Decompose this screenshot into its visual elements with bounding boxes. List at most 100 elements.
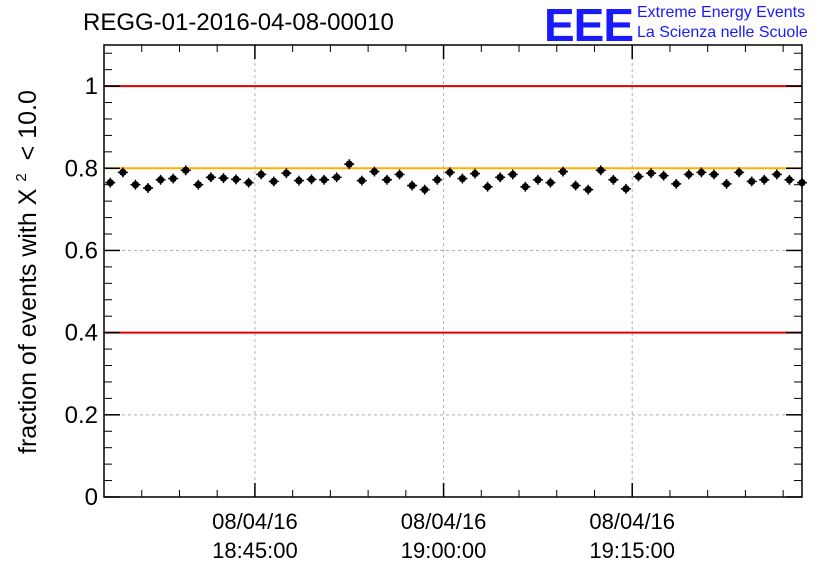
x-tick-time-label: 19:15:00 — [589, 538, 675, 563]
point-marker — [370, 167, 378, 176]
point-marker — [458, 174, 467, 183]
logo-line-1: Extreme Energy Events — [637, 4, 806, 21]
data-point — [759, 174, 770, 185]
y-tick-label: 0.2 — [65, 402, 98, 429]
logo-line-2: La Scienza nelle Scuole — [637, 24, 808, 41]
point-marker — [257, 170, 265, 179]
y-tick-label: 1 — [85, 73, 98, 100]
data-points — [105, 159, 808, 195]
logo-caption: Extreme Energy Events La Scienza nelle S… — [637, 3, 808, 43]
data-point — [457, 173, 468, 184]
point-marker — [144, 184, 152, 192]
x-tick-date-label: 08/04/16 — [212, 509, 298, 534]
point-marker — [710, 170, 718, 179]
reference-lines — [104, 85, 802, 334]
data-point — [570, 180, 581, 191]
point-marker — [282, 169, 290, 177]
data-point — [708, 169, 719, 180]
x-tick-date-label: 08/04/16 — [401, 509, 487, 534]
data-point — [432, 174, 443, 185]
point-marker — [446, 168, 454, 176]
data-point — [507, 169, 518, 180]
data-point — [381, 174, 393, 185]
point-marker — [345, 160, 353, 168]
data-point — [256, 169, 267, 180]
point-marker — [672, 180, 680, 188]
data-point — [469, 168, 481, 179]
point-marker — [572, 181, 580, 190]
point-marker — [609, 176, 617, 184]
data-point — [180, 165, 191, 176]
data-point — [721, 178, 732, 189]
x-tick-date-label: 08/04/16 — [589, 509, 675, 534]
point-marker — [773, 170, 781, 179]
data-point — [620, 183, 631, 194]
point-marker — [245, 179, 253, 187]
point-marker — [219, 174, 228, 182]
data-point — [105, 177, 116, 188]
point-marker — [546, 179, 555, 187]
y-axis-label: fraction of events with X 2 < 10.0 — [4, 90, 42, 454]
point-marker — [194, 181, 202, 189]
data-point — [168, 173, 179, 184]
point-marker — [169, 174, 177, 183]
data-point — [193, 179, 204, 190]
data-point — [696, 167, 707, 178]
data-point — [633, 171, 644, 182]
point-marker — [295, 177, 303, 185]
data-point — [205, 172, 216, 183]
eee-logo: EEE — [544, 0, 634, 51]
point-marker — [131, 181, 140, 189]
data-point — [545, 177, 556, 188]
y-tick-label: 0.8 — [65, 155, 98, 182]
data-point — [407, 180, 418, 191]
data-point — [558, 166, 569, 177]
data-point — [608, 174, 619, 185]
data-point — [595, 165, 606, 176]
point-marker — [534, 176, 542, 184]
point-marker — [471, 170, 479, 178]
y-tick-label: 0.4 — [65, 320, 98, 347]
point-marker — [509, 170, 517, 179]
y-tick-label: 0.6 — [65, 237, 98, 264]
point-marker — [559, 167, 567, 176]
data-point — [281, 168, 292, 179]
data-point — [306, 174, 317, 185]
point-marker — [320, 176, 328, 184]
point-marker — [785, 176, 794, 184]
point-marker — [735, 168, 743, 176]
data-point — [784, 174, 795, 185]
point-marker — [333, 173, 341, 181]
point-marker — [660, 172, 668, 180]
point-marker — [358, 177, 366, 185]
point-marker — [270, 177, 278, 186]
point-marker — [760, 176, 768, 184]
point-marker — [634, 172, 643, 181]
data-point — [671, 178, 682, 189]
point-marker — [622, 185, 630, 193]
point-marker — [496, 173, 504, 181]
data-point — [331, 172, 342, 183]
data-point — [117, 167, 128, 178]
point-marker — [521, 183, 529, 191]
point-marker — [685, 170, 693, 179]
x-tick-time-label: 18:45:00 — [212, 538, 298, 563]
grid-layer — [104, 45, 802, 497]
data-point — [646, 168, 657, 179]
point-marker — [748, 177, 756, 186]
data-point — [419, 184, 430, 195]
chart-title: REGG-01-2016-04-08-00010 — [83, 9, 394, 36]
data-point — [218, 173, 229, 184]
point-marker — [383, 176, 391, 184]
data-point — [369, 166, 380, 177]
y-tick-label: 0 — [85, 484, 98, 511]
point-marker — [722, 180, 731, 188]
point-marker — [697, 168, 705, 176]
data-point — [771, 169, 782, 180]
data-point — [142, 183, 154, 193]
data-point — [268, 176, 279, 187]
data-point — [683, 169, 694, 180]
data-point — [495, 172, 506, 183]
point-marker — [421, 186, 429, 194]
